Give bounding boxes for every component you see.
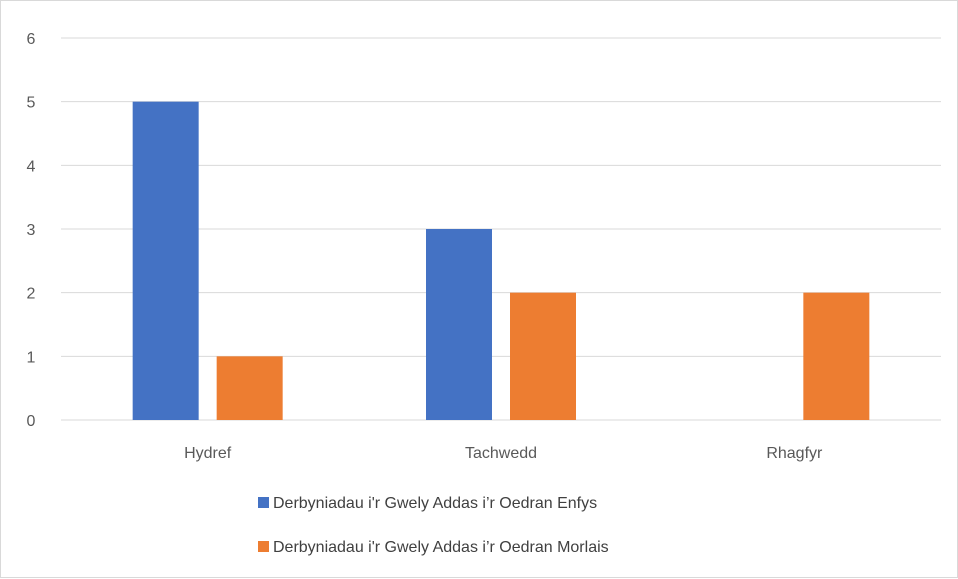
y-tick-label: 5 [27,95,36,112]
gridlines [61,37,941,421]
y-axis-tick-labels: 0 1 2 3 4 5 6 [27,31,36,430]
x-category-label: Tachwedd [465,445,537,462]
x-category-label: Hydref [184,445,232,462]
bars [132,101,870,421]
y-tick-label: 1 [27,349,36,366]
bar-morlais-hydref [216,356,283,420]
bar-morlais-tachwedd [510,292,576,420]
y-tick-label: 3 [27,222,36,239]
y-tick-label: 0 [27,413,36,430]
legend-label: Derbyniadau i'r Gwely Addas i’r Oedran M… [273,539,609,556]
legend-swatch [258,497,269,508]
bar-enfys-hydref [132,101,199,421]
legend-label: Derbyniadau i'r Gwely Addas i’r Oedran E… [273,495,597,512]
bar-enfys-tachwedd [426,229,492,420]
legend: Derbyniadau i'r Gwely Addas i’r Oedran E… [258,495,609,556]
x-category-label: Rhagfyr [766,445,823,462]
y-tick-label: 4 [27,158,36,175]
y-tick-label: 2 [27,286,36,303]
x-axis-category-labels: Hydref Tachwedd Rhagfyr [184,445,823,462]
y-tick-label: 6 [27,31,36,48]
legend-swatch [258,541,269,552]
bar-morlais-rhagfyr [803,292,870,420]
